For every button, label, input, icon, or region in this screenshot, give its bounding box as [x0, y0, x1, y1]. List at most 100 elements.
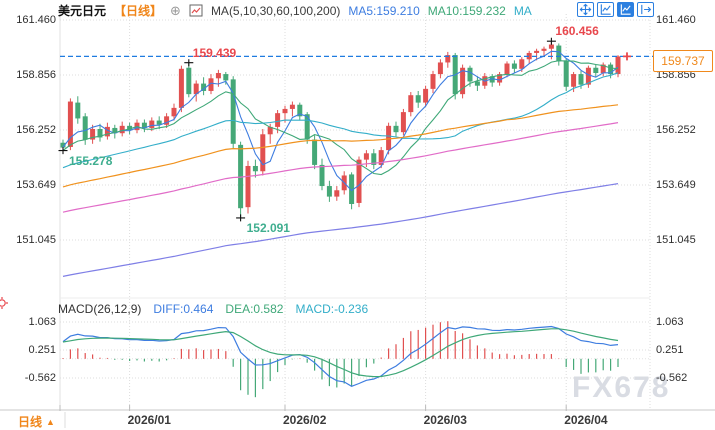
candle-body — [127, 125, 133, 131]
add-indicator-icon[interactable]: ⊕ — [170, 2, 181, 18]
candle-body — [600, 64, 606, 74]
ma30-label-truncated: MA — [513, 3, 532, 18]
collapse-panel-button[interactable] — [637, 2, 654, 17]
candle-body — [282, 108, 288, 114]
macd-axis-right-label: 0.251 — [656, 344, 684, 356]
ma200-line — [62, 183, 619, 277]
candle-body — [349, 174, 355, 204]
candle-body — [563, 60, 569, 87]
ma5-value: MA5:159.210 — [348, 3, 420, 18]
candle-body — [541, 48, 547, 51]
price-axis-left-label: 158.856 — [16, 69, 56, 81]
candle-body — [445, 55, 451, 63]
candle-body — [193, 83, 199, 95]
candle-body — [334, 190, 340, 197]
price-axis-left-label: 156.252 — [16, 124, 56, 136]
candle-body — [67, 101, 73, 147]
price-axis-right-label: 156.252 — [656, 124, 696, 136]
chart-style-button[interactable] — [617, 2, 634, 17]
macd-diff-line — [62, 325, 619, 387]
indicator-drag-icon[interactable] — [0, 296, 9, 313]
candle-body — [267, 126, 273, 135]
candle-body — [245, 165, 251, 208]
ma100-line — [62, 122, 619, 213]
watermark: FX678 — [572, 371, 671, 404]
price-axis-left-label: 151.045 — [16, 234, 56, 246]
candle-body — [297, 104, 303, 117]
price-annotation-2: 155.278 — [69, 153, 113, 168]
candle-body — [415, 95, 421, 103]
time-axis-label-3: 2026/04 — [564, 413, 608, 427]
macd-panel-header: MACD(26,12,9) DIFF:0.464 DEA:0.582 MACD:… — [58, 302, 368, 316]
macd-axis-left-label: -0.562 — [24, 372, 56, 384]
mini-chart-icon — [189, 4, 203, 17]
macd-title: MACD(26,12,9) — [58, 302, 142, 316]
candle-body — [119, 125, 125, 134]
candle-body — [208, 78, 214, 91]
candle-body — [608, 64, 614, 75]
candle-body — [141, 122, 147, 128]
candle-body — [223, 74, 229, 81]
candle-body — [571, 74, 577, 87]
candle-body — [460, 67, 466, 95]
candle-body — [526, 52, 532, 60]
price-annotation-3: 152.091 — [246, 220, 290, 235]
pan-tool-button[interactable] — [577, 2, 594, 17]
candle-body — [400, 112, 406, 133]
candle-body — [289, 104, 295, 109]
candle-body — [467, 67, 473, 82]
macd-histogram — [62, 321, 619, 398]
macd-axis-right-label: 1.063 — [656, 316, 684, 328]
candle-body — [171, 107, 177, 117]
price-axis-right-label: 151.045 — [656, 234, 696, 246]
axis-scale-button[interactable] — [597, 2, 614, 17]
macd-histogram-value: MACD:-0.236 — [295, 302, 369, 316]
candle-body — [75, 102, 81, 119]
candle-body — [423, 88, 429, 103]
ma60-line — [62, 104, 619, 188]
candle-body — [504, 63, 510, 75]
ma-settings-label: MA(5,10,30,60,100,200) — [210, 3, 341, 18]
ma-lines — [62, 50, 619, 277]
candle-body — [578, 74, 584, 85]
macd-dea-line — [62, 328, 619, 378]
candle-body — [556, 45, 562, 62]
time-axis-label-1: 2026/02 — [283, 413, 327, 427]
candle-body — [97, 129, 103, 138]
price-axis-right-label: 161.460 — [656, 14, 696, 26]
price-annotation-1: 160.456 — [555, 24, 599, 39]
time-axis-label-2: 2026/03 — [423, 413, 467, 427]
triangle-up-icon: ▲ — [46, 416, 55, 427]
candle-body — [112, 127, 118, 134]
ma10-value: MA10:159.232 — [427, 3, 506, 18]
candle-body — [149, 120, 155, 128]
candle-body — [312, 139, 318, 165]
candle-body — [90, 129, 96, 140]
candle-body — [378, 150, 384, 165]
axis-scale-icon — [600, 4, 611, 15]
period-tag: 【日线】 — [114, 4, 163, 18]
candle-body — [519, 59, 525, 69]
period-selector-label: 日线 — [18, 415, 43, 429]
candle-body — [437, 62, 443, 75]
collapse-panel-icon — [641, 4, 652, 15]
pan-icon — [579, 3, 592, 16]
candle-body — [585, 67, 591, 85]
ma10-line — [62, 60, 619, 176]
macd-axis-left-label: 0.251 — [28, 344, 56, 356]
candle-body — [230, 79, 236, 144]
macd-dea-value: DEA:0.582 — [225, 302, 284, 316]
candle-body — [164, 116, 170, 125]
candle-body — [186, 67, 192, 95]
period-selector[interactable]: 日线 ▲ — [18, 413, 55, 430]
chart-toolbar — [577, 2, 654, 17]
candle-body — [511, 63, 517, 69]
extreme-marker — [236, 214, 246, 222]
extreme-marker — [58, 147, 68, 155]
current-price-tag: 159.737 — [653, 50, 713, 73]
chart-header: 美元日元 【日线】 ⊕ MA(5,10,30,60,100,200) MA5:1… — [58, 2, 532, 19]
price-annotation-0: 159.439 — [192, 45, 237, 60]
macd-axis-left-label: 1.063 — [28, 316, 56, 328]
candle-body — [178, 68, 184, 108]
